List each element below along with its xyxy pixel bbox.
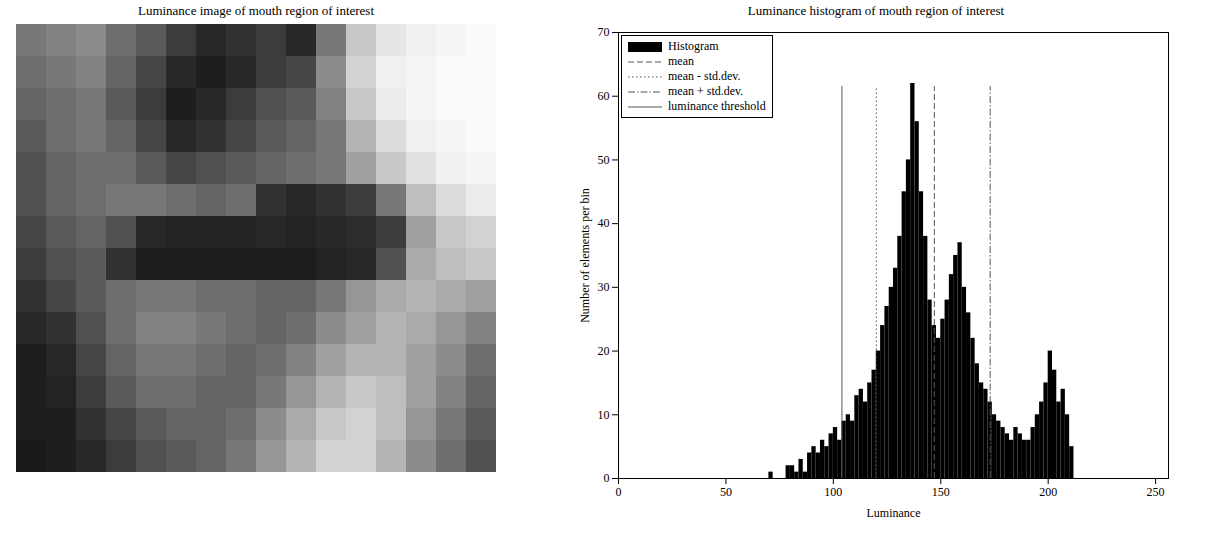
svg-text:Number of elements per bin: Number of elements per bin	[578, 188, 592, 323]
html-text:Luminance image of mouth regio: Luminance image of mouth region of inter…	[137, 3, 374, 18]
svg-text:50: 50	[598, 153, 610, 167]
svg-text:Luminance: Luminance	[867, 506, 921, 520]
svg-text:0: 0	[616, 485, 622, 499]
svg-text:50: 50	[720, 485, 732, 499]
svg-text:100: 100	[824, 485, 842, 499]
svg-text:20: 20	[598, 344, 610, 358]
html-text:mean + std.dev.: mean + std.dev.	[668, 84, 744, 98]
svg-text:70: 70	[598, 25, 610, 39]
svg-text:0: 0	[604, 471, 610, 485]
html-text:mean: mean	[668, 54, 694, 68]
svg-text:30: 30	[598, 280, 610, 294]
svg-text:10: 10	[598, 408, 610, 422]
svg-text:40: 40	[598, 216, 610, 230]
html-text:luminance threshold: luminance threshold	[668, 99, 766, 113]
html-text:Histogram: Histogram	[668, 39, 719, 53]
svg-text:150: 150	[932, 485, 950, 499]
html-text:Luminance histogram of mouth r: Luminance histogram of mouth region of i…	[747, 3, 1005, 18]
html-text:mean - std.dev.: mean - std.dev.	[668, 69, 741, 83]
svg-text:60: 60	[598, 89, 610, 103]
svg-text:200: 200	[1039, 485, 1057, 499]
svg-text:250: 250	[1147, 485, 1165, 499]
